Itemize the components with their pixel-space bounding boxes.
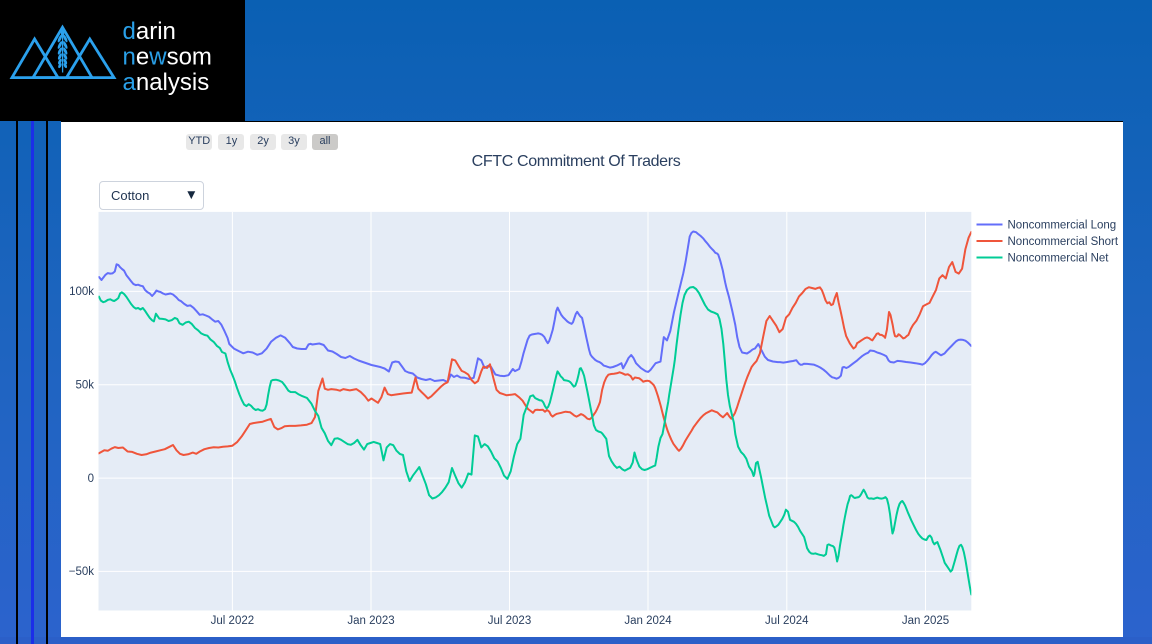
svg-text:Noncommercial Short: Noncommercial Short xyxy=(1008,236,1119,248)
svg-text:Jul 2024: Jul 2024 xyxy=(765,615,809,627)
svg-text:Jan 2025: Jan 2025 xyxy=(902,615,949,627)
svg-text:Jan 2024: Jan 2024 xyxy=(624,615,672,627)
svg-text:Noncommercial Net: Noncommercial Net xyxy=(1008,253,1110,265)
svg-text:0: 0 xyxy=(88,473,94,485)
svg-text:Noncommercial Long: Noncommercial Long xyxy=(1008,220,1117,232)
svg-text:newsom: newsom xyxy=(123,44,212,71)
svg-text:100k: 100k xyxy=(69,286,94,298)
svg-text:analysis: analysis xyxy=(123,69,210,96)
svg-text:darin: darin xyxy=(123,18,176,45)
svg-text:50k: 50k xyxy=(75,380,94,392)
svg-text:Jan 2023: Jan 2023 xyxy=(347,615,394,627)
svg-text:−50k: −50k xyxy=(69,566,95,578)
svg-text:Jul 2023: Jul 2023 xyxy=(488,615,531,627)
svg-text:Jul 2022: Jul 2022 xyxy=(211,615,254,627)
